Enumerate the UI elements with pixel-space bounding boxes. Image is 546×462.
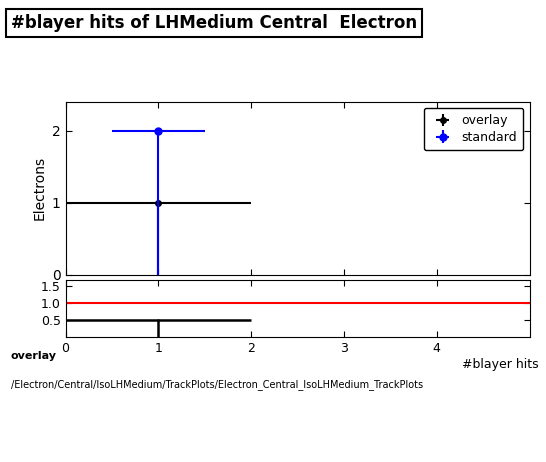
Legend: overlay, standard: overlay, standard <box>424 108 524 150</box>
Y-axis label: Electrons: Electrons <box>32 156 46 220</box>
Text: #blayer hits of LHMedium Central  Electron: #blayer hits of LHMedium Central Electro… <box>11 14 417 32</box>
X-axis label: #blayer hits: #blayer hits <box>462 358 539 371</box>
Text: /Electron/Central/IsoLHMedium/TrackPlots/Electron_Central_IsoLHMedium_TrackPlots: /Electron/Central/IsoLHMedium/TrackPlots… <box>11 379 423 390</box>
Text: overlay: overlay <box>11 351 57 361</box>
